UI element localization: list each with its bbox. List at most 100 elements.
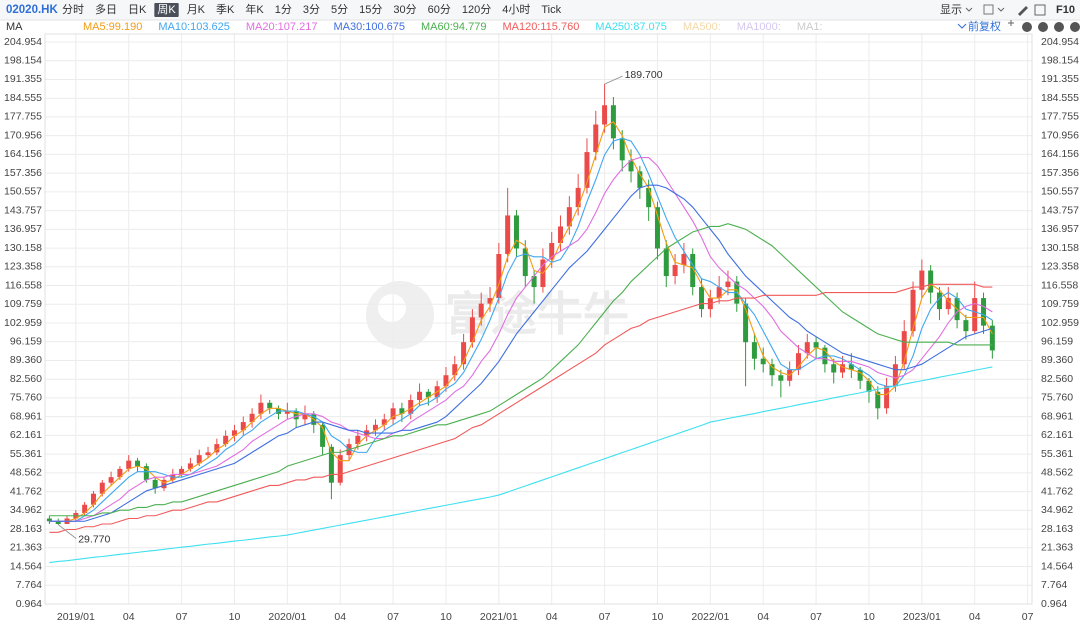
x-tick-label: 04 xyxy=(969,611,981,623)
candle-body xyxy=(223,435,229,445)
period-button[interactable]: 月K xyxy=(187,4,206,16)
watermark-text: 富途牛牛 xyxy=(445,288,629,340)
candle-body xyxy=(461,342,467,365)
period-button[interactable]: 季K xyxy=(216,3,235,16)
period-button[interactable]: 120分 xyxy=(462,3,491,16)
zoom-in[interactable] xyxy=(1038,22,1048,32)
candle-body xyxy=(831,364,837,373)
period-button[interactable]: 15分 xyxy=(359,3,382,16)
fullscreen-icon[interactable] xyxy=(1034,4,1046,16)
period-button[interactable]: 5分 xyxy=(331,3,348,16)
candle-body xyxy=(646,187,652,208)
f10-button[interactable]: F10 xyxy=(1056,4,1075,16)
draw-icon[interactable] xyxy=(1018,6,1028,16)
y-tick-label-left: 21.363 xyxy=(10,542,42,554)
display-menu[interactable]: 显示 xyxy=(940,3,962,16)
y-tick-label-left: 130.158 xyxy=(4,242,42,254)
x-tick-label: 10 xyxy=(652,611,664,623)
candle-body xyxy=(901,331,907,365)
candle-body xyxy=(355,435,361,445)
candle-body xyxy=(496,254,502,299)
y-tick-label-left: 150.557 xyxy=(4,186,42,198)
period-button[interactable]: 30分 xyxy=(393,3,416,16)
period-button[interactable]: 周K xyxy=(157,3,176,16)
y-tick-label-left: 136.957 xyxy=(4,223,42,235)
period-active-bg xyxy=(154,3,179,17)
y-tick-label-right: 116.558 xyxy=(1041,279,1078,291)
x-tick-label: 07 xyxy=(176,611,188,623)
period-button[interactable]: 3分 xyxy=(303,3,320,16)
legend-entry: MA30:100.675 xyxy=(333,21,405,33)
period-button[interactable]: 1分 xyxy=(275,3,292,16)
period-button[interactable]: 日K xyxy=(128,4,147,16)
candle-body xyxy=(505,215,511,255)
candle-body xyxy=(840,364,846,373)
candle-body xyxy=(936,292,942,310)
candle-body xyxy=(663,248,669,277)
y-tick-label-left: 143.757 xyxy=(4,204,42,216)
candle-body xyxy=(628,160,634,172)
y-tick-label-right: 204.954 xyxy=(1041,36,1079,48)
y-tick-label-left: 89.360 xyxy=(10,354,42,366)
y-tick-label-right: 157.356 xyxy=(1041,167,1079,179)
display-caret xyxy=(965,7,973,12)
candle-body xyxy=(760,358,766,365)
candle-body xyxy=(848,364,854,370)
candle-body xyxy=(584,152,590,188)
candle-body xyxy=(117,468,123,478)
y-tick-label-left: 34.962 xyxy=(10,504,42,516)
y-tick-label-left: 0.964 xyxy=(16,598,42,610)
watermark-logo xyxy=(366,281,434,349)
y-tick-label-right: 21.363 xyxy=(1041,542,1073,554)
candle-body xyxy=(469,317,475,343)
candle-body xyxy=(875,391,881,409)
y-tick-label-left: 198.154 xyxy=(4,55,42,67)
y-tick-label-right: 123.358 xyxy=(1041,261,1079,273)
candle-body xyxy=(240,422,246,431)
ma-line xyxy=(49,157,993,522)
y-tick-label-right: 191.355 xyxy=(1041,73,1079,85)
period-bar: 分时 多日 日K 周K 月K 季K 年K 1分 3分 5分 15分 30分 60分 120分 4小时 Tick xyxy=(62,2,562,17)
candle-body xyxy=(857,369,863,381)
x-tick-label: 04 xyxy=(757,611,769,623)
period-button[interactable]: Tick xyxy=(541,4,561,16)
y-tick-label-right: 89.360 xyxy=(1041,354,1073,366)
candle-body xyxy=(681,254,687,266)
y-tick-label-right: 55.361 xyxy=(1041,448,1073,460)
candle-body xyxy=(522,248,528,277)
period-button[interactable]: 4小时 xyxy=(502,3,530,16)
y-tick-label-left: 116.558 xyxy=(5,279,42,291)
period-button[interactable]: 60分 xyxy=(428,3,451,16)
scroll-left[interactable] xyxy=(1054,22,1064,32)
candle-body xyxy=(417,391,423,401)
candle-body xyxy=(804,342,810,354)
settings-icon[interactable] xyxy=(1008,20,1014,26)
candle-body xyxy=(337,455,343,483)
y-tick-label-right: 164.156 xyxy=(1041,148,1079,160)
x-tick-label: 07 xyxy=(810,611,822,623)
annotation: 29.770 xyxy=(78,533,110,545)
checkbox-icon[interactable] xyxy=(983,4,994,15)
y-tick-label-left: 48.562 xyxy=(10,467,42,479)
watermark-logo-inner xyxy=(378,294,406,322)
legend-entry: MA20:107.217 xyxy=(246,21,318,33)
candle-body xyxy=(425,391,431,398)
y-tick-label-right: 48.562 xyxy=(1041,467,1073,479)
period-button[interactable]: 多日 xyxy=(95,2,117,16)
candle-body xyxy=(575,187,581,208)
y-tick-label-right: 7.764 xyxy=(1041,579,1067,591)
y-tick-label-right: 62.161 xyxy=(1041,429,1073,441)
zoom-out[interactable] xyxy=(1022,22,1032,32)
adjust-menu[interactable]: 前复权 xyxy=(968,19,1001,33)
candle-body xyxy=(487,298,493,304)
period-button[interactable]: 年K xyxy=(245,2,264,16)
candle-body xyxy=(928,270,934,293)
candle-body xyxy=(381,419,387,425)
y-tick-label-right: 136.957 xyxy=(1041,223,1079,235)
plot-frame xyxy=(44,33,1033,605)
candle-body xyxy=(602,105,608,125)
period-button[interactable]: 分时 xyxy=(62,3,84,16)
y-tick-label-right: 150.557 xyxy=(1041,186,1079,198)
candle-body xyxy=(152,479,158,489)
scroll-right[interactable] xyxy=(1070,22,1080,32)
